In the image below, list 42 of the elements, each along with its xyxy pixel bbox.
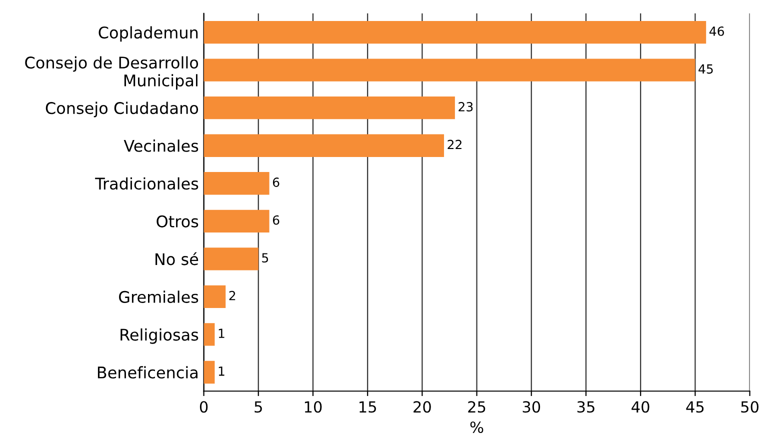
x-tick-label: 45 [686,401,704,413]
bar [204,58,696,82]
bar [204,20,706,44]
y-tick-label: No sé [156,252,198,266]
bar [204,134,444,157]
y-tick-label: Vecinales [124,140,198,152]
bar [204,96,455,120]
y-tick-label: Coplademun [98,26,198,42]
x-tick-label: 35 [577,401,594,413]
x-tick-label: 25 [468,401,486,413]
x-tick-label: 5 [254,401,262,413]
bar [204,285,226,308]
y-tick-label: Gremiales [119,290,198,303]
data-label: 22 [448,140,462,150]
x-axis-title: % [470,421,484,434]
x-tick-label: 15 [360,401,376,413]
data-label: 45 [698,64,713,74]
bar [204,210,270,232]
x-tick-label: 50 [741,401,758,413]
y-tick-label: Beneficencia [98,366,198,379]
data-label: 2 [229,290,236,300]
y-tick-label: Otros [156,215,198,228]
bar [204,360,215,384]
x-tick-label: 20 [414,401,431,413]
x-tick-label: 10 [304,401,322,413]
bar [204,172,270,195]
data-label: 5 [262,253,268,263]
data-label: 1 [218,328,224,338]
data-label: 1 [218,366,224,376]
y-tick-label: Consejo Ciudadano [46,102,198,118]
data-label: 23 [458,102,473,112]
y-tick-label: Religiosas [120,328,198,344]
x-tick-label: 40 [632,401,650,413]
y-tick-label: Consejo de Desarrollo Municipal [25,56,198,90]
data-label: 6 [272,215,280,225]
data-label: 46 [709,26,724,36]
y-tick-label: Tradicionales [95,177,198,190]
x-tick-label: 30 [522,401,540,413]
data-label: 6 [272,178,280,188]
bar [204,248,258,270]
x-tick-label: 0 [200,401,208,413]
bar [204,323,215,346]
